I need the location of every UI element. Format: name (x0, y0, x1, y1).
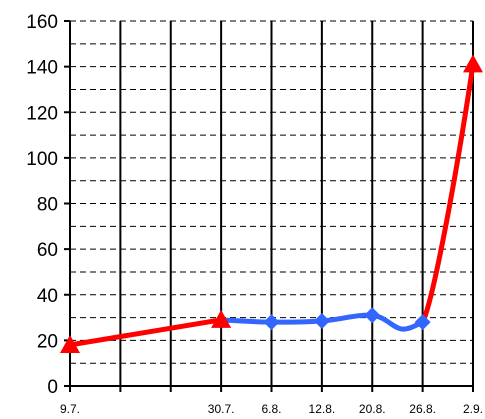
y-tick-labels: 0 20 40 60 80 100 120 140 160 (26, 12, 58, 398)
x-tick-label: 30.7. (208, 402, 235, 416)
y-tick-label: 160 (26, 12, 58, 33)
diamond-marker (263, 314, 280, 331)
x-tick-label: 6.8. (261, 402, 281, 416)
triangle-marker (60, 334, 80, 353)
y-tick-label: 100 (26, 149, 58, 170)
x-tick-label: 20.8. (359, 402, 386, 416)
x-tick-label: 2.9. (463, 402, 483, 416)
series-line (420, 61, 476, 325)
triangle-marker (211, 309, 232, 328)
y-tick-label: 0 (47, 377, 58, 398)
series-line (67, 317, 224, 348)
y-tick-label: 140 (26, 58, 58, 79)
x-tick-label: 12.8. (309, 402, 336, 416)
y-tick-label: 40 (37, 286, 58, 307)
y-tick-label: 60 (37, 240, 58, 261)
y-tick-label: 120 (26, 103, 58, 124)
diamond-marker (364, 307, 381, 324)
y-tick-label: 80 (37, 195, 58, 216)
triangle-marker (463, 54, 483, 73)
x-tick-label: 9.7. (60, 402, 80, 416)
x-tick-labels: 9.7. 30.7. 6.8. 12.8. 20.8. 26.8. 2.9. (60, 402, 483, 416)
series-markers (60, 54, 483, 353)
y-tick-label: 20 (37, 331, 58, 352)
axes (64, 20, 474, 392)
x-tick-label: 26.8. (409, 402, 436, 416)
grid (70, 20, 474, 386)
diamond-marker (313, 312, 330, 329)
diamond-marker (414, 314, 431, 331)
